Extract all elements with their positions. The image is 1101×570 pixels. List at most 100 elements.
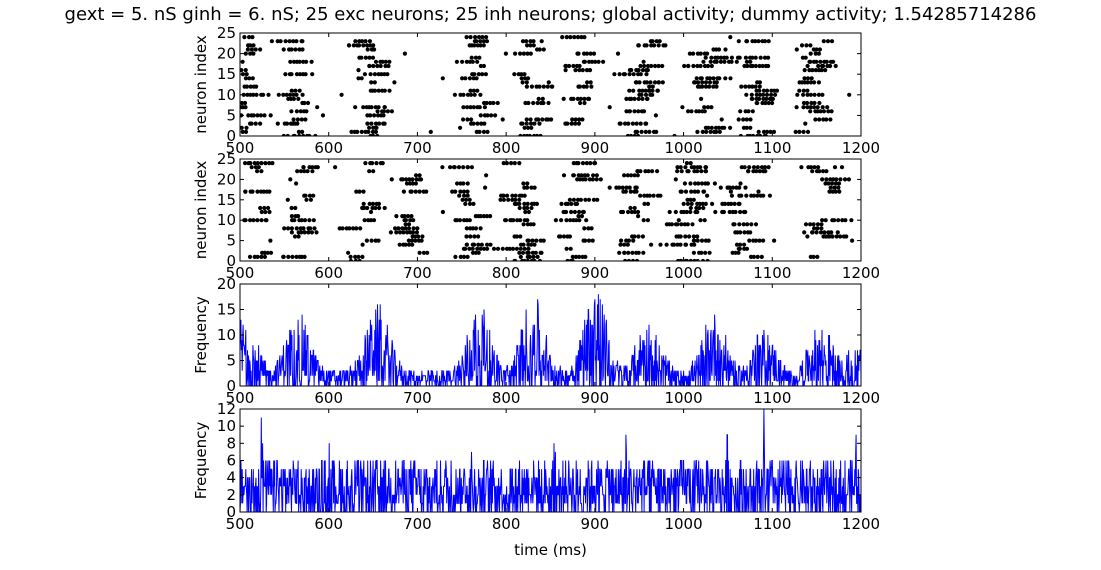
spike-dot (766, 100, 771, 106)
spike-dot (636, 250, 641, 255)
spike-dot (575, 96, 580, 101)
spike-dot (644, 80, 650, 85)
spike-dot (587, 177, 592, 182)
spike-dot (732, 201, 737, 206)
spike-dot (810, 169, 815, 174)
spike-dot (738, 133, 743, 136)
spike-dot (283, 39, 288, 44)
spike-dot (774, 88, 780, 93)
spike-dot (310, 165, 315, 170)
spike-dot (579, 214, 585, 219)
spike-dot (475, 121, 480, 126)
spike-dot (291, 92, 296, 97)
spike-dot (463, 246, 468, 251)
spike-dot (573, 68, 578, 73)
spike-dot (769, 92, 774, 97)
spike-dot (537, 47, 542, 52)
spike-dot (472, 72, 477, 77)
spike-dot (410, 230, 416, 235)
spike-dot (469, 165, 474, 170)
spike-dot (480, 35, 485, 40)
spike-dot (741, 209, 747, 215)
spike-dot (540, 96, 545, 101)
spike-dot (302, 254, 307, 259)
spike-dot (359, 55, 364, 60)
spike-dot (638, 193, 643, 198)
spike-dot (525, 51, 530, 56)
spike-dot (824, 169, 829, 174)
spike-dot (372, 47, 377, 52)
spike-dot (369, 121, 374, 126)
spike-dot (370, 201, 376, 206)
spike-dot (587, 68, 593, 73)
spike-dot (294, 254, 299, 259)
spike-dot (402, 51, 407, 56)
spike-dot (820, 105, 825, 110)
spike-dot (714, 129, 719, 134)
spike-dot (756, 39, 761, 44)
spike-dot (664, 222, 670, 227)
spike-dot (309, 230, 314, 235)
spike-dot (376, 105, 381, 110)
spike-dot (646, 169, 651, 174)
spike-dot (470, 59, 475, 64)
spike-dot (520, 121, 525, 126)
spike-dot (528, 121, 534, 126)
spike-dot (252, 254, 257, 259)
spike-dot (738, 230, 743, 235)
spike-dot (583, 238, 588, 243)
spike-dot (300, 129, 305, 134)
spike-dot (289, 109, 294, 114)
spike-dot (688, 209, 693, 215)
spike-dot (817, 117, 822, 122)
spike-dot (722, 125, 727, 130)
spike-dot (409, 214, 414, 219)
spike-dot (695, 63, 700, 69)
spike-dot (354, 226, 359, 231)
spike-dot (700, 129, 705, 134)
spike-dot (376, 201, 381, 206)
spike-dot (346, 250, 351, 255)
spike-dot (644, 43, 649, 48)
spike-dot (467, 246, 472, 251)
spike-dot (764, 96, 769, 101)
spike-dot (291, 121, 296, 126)
spike-dot (824, 117, 829, 122)
spike-dot (450, 189, 455, 194)
spike-dot (756, 129, 761, 134)
spike-dot (631, 72, 636, 77)
spike-dot (703, 169, 708, 174)
spike-dot (485, 242, 490, 247)
spike-dot (530, 250, 536, 255)
spike-dot (504, 161, 509, 166)
spike-dot (574, 218, 579, 223)
spike-dot (534, 238, 539, 243)
spike-dot (581, 84, 586, 89)
spike-dot (394, 214, 399, 219)
spike-dot (266, 92, 271, 97)
spike-dot (751, 193, 757, 198)
spike-dot (700, 84, 705, 89)
spike-dot (440, 165, 445, 170)
spike-dot (694, 205, 699, 211)
spike-dot (357, 43, 362, 48)
spike-dot (577, 117, 582, 122)
spike-dot (808, 51, 813, 56)
spike-dot (565, 201, 571, 206)
spike-dot (581, 209, 586, 215)
spike-dot (591, 51, 597, 56)
spike-dot (672, 133, 677, 136)
spike-dot (683, 234, 688, 239)
spike-dot (473, 35, 478, 40)
figure-title: gext = 5. nS ginh = 6. nS; 25 exc neuron… (64, 4, 1037, 25)
spike-dot (517, 250, 522, 255)
spike-dot (641, 109, 647, 114)
spike-dot (742, 242, 747, 247)
spike-dot (465, 193, 470, 198)
spike-dot (702, 218, 707, 223)
spike-dot (287, 39, 292, 44)
spike-dot (748, 230, 753, 235)
spike-dot (673, 209, 678, 215)
spike-dot (815, 109, 820, 114)
spike-dot (814, 47, 819, 52)
